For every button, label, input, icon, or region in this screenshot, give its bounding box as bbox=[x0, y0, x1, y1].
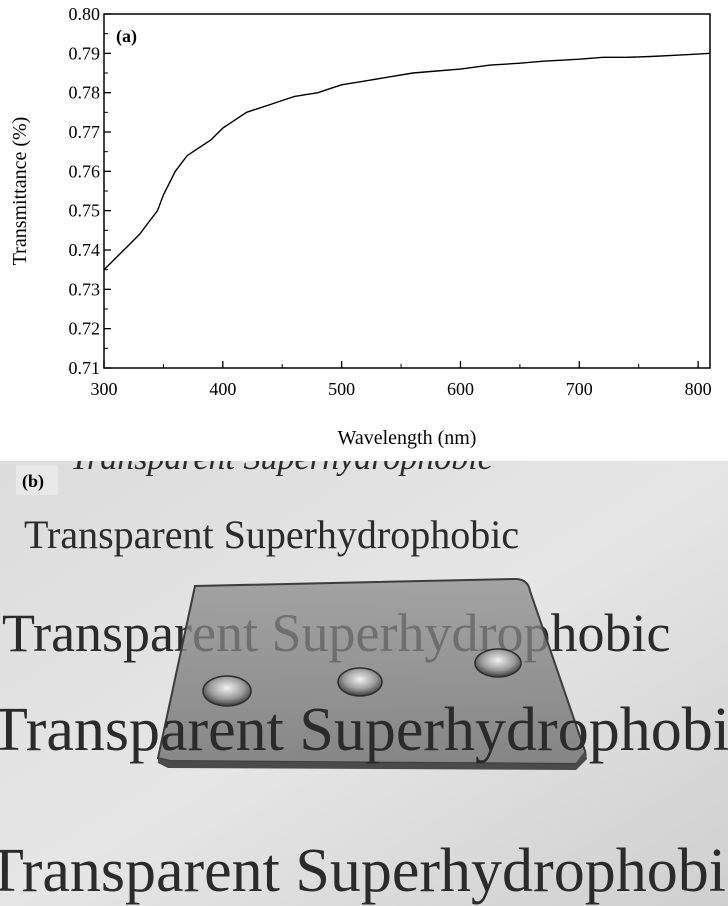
panel-label-b: (b) bbox=[22, 471, 44, 492]
background-text-line: Transparent Superhydrophobic bbox=[70, 461, 493, 477]
background-text-line: Transparent Superhydrophobic bbox=[24, 512, 519, 557]
x-axis: 300 400 500 600 700 800 bbox=[91, 361, 712, 399]
x-tick-label: 500 bbox=[328, 379, 355, 399]
x-axis-title: Wavelength (nm) bbox=[338, 427, 477, 449]
transmittance-chart: 300 400 500 600 700 800 0.710.720.730.740.750… bbox=[9, 4, 712, 449]
background-text-line: Transparent Superhydrophobic bbox=[0, 696, 728, 764]
y-tick-label: 0.75 bbox=[69, 201, 101, 221]
plot-frame bbox=[103, 13, 711, 369]
y-tick-label: 0.72 bbox=[69, 319, 101, 339]
x-tick-label: 300 bbox=[91, 379, 118, 399]
y-tick-label: 0.79 bbox=[69, 43, 101, 63]
glass-slide-edge bbox=[158, 751, 587, 770]
y-tick-label: 0.80 bbox=[69, 4, 101, 24]
water-droplet bbox=[202, 675, 252, 707]
y-tick-label: 0.77 bbox=[69, 122, 101, 142]
x-tick-label: 400 bbox=[209, 379, 236, 399]
y-axis: 0.71 0.72 0.73 0.74 0.75 0.76 0.77 0.78 0.79 0.80 bbox=[69, 4, 111, 378]
y-tick-label: 0.76 bbox=[69, 161, 101, 181]
panel-label-a: (a) bbox=[116, 26, 137, 47]
y-tick-label: 0.73 bbox=[69, 279, 101, 299]
x-tick-label: 700 bbox=[566, 379, 593, 399]
y-tick-label: 0.71 bbox=[69, 358, 101, 378]
x-tick-label: 800 bbox=[685, 379, 712, 399]
photo-panel: Transparent Superhydrophobic Transparent… bbox=[0, 461, 728, 906]
y-tick-label: 0.74 bbox=[69, 240, 101, 260]
x-tick-label: 600 bbox=[447, 379, 474, 399]
y-tick-label: 0.78 bbox=[69, 83, 101, 103]
y-axis-title: Transmittance (%) bbox=[9, 117, 31, 266]
water-droplet bbox=[474, 648, 522, 678]
water-droplet bbox=[337, 667, 383, 697]
background-text-line: Transparent Superhydrophobic bbox=[0, 837, 728, 905]
panel-b-label-bg bbox=[16, 465, 58, 495]
series-line-transmittance bbox=[103, 52, 711, 271]
